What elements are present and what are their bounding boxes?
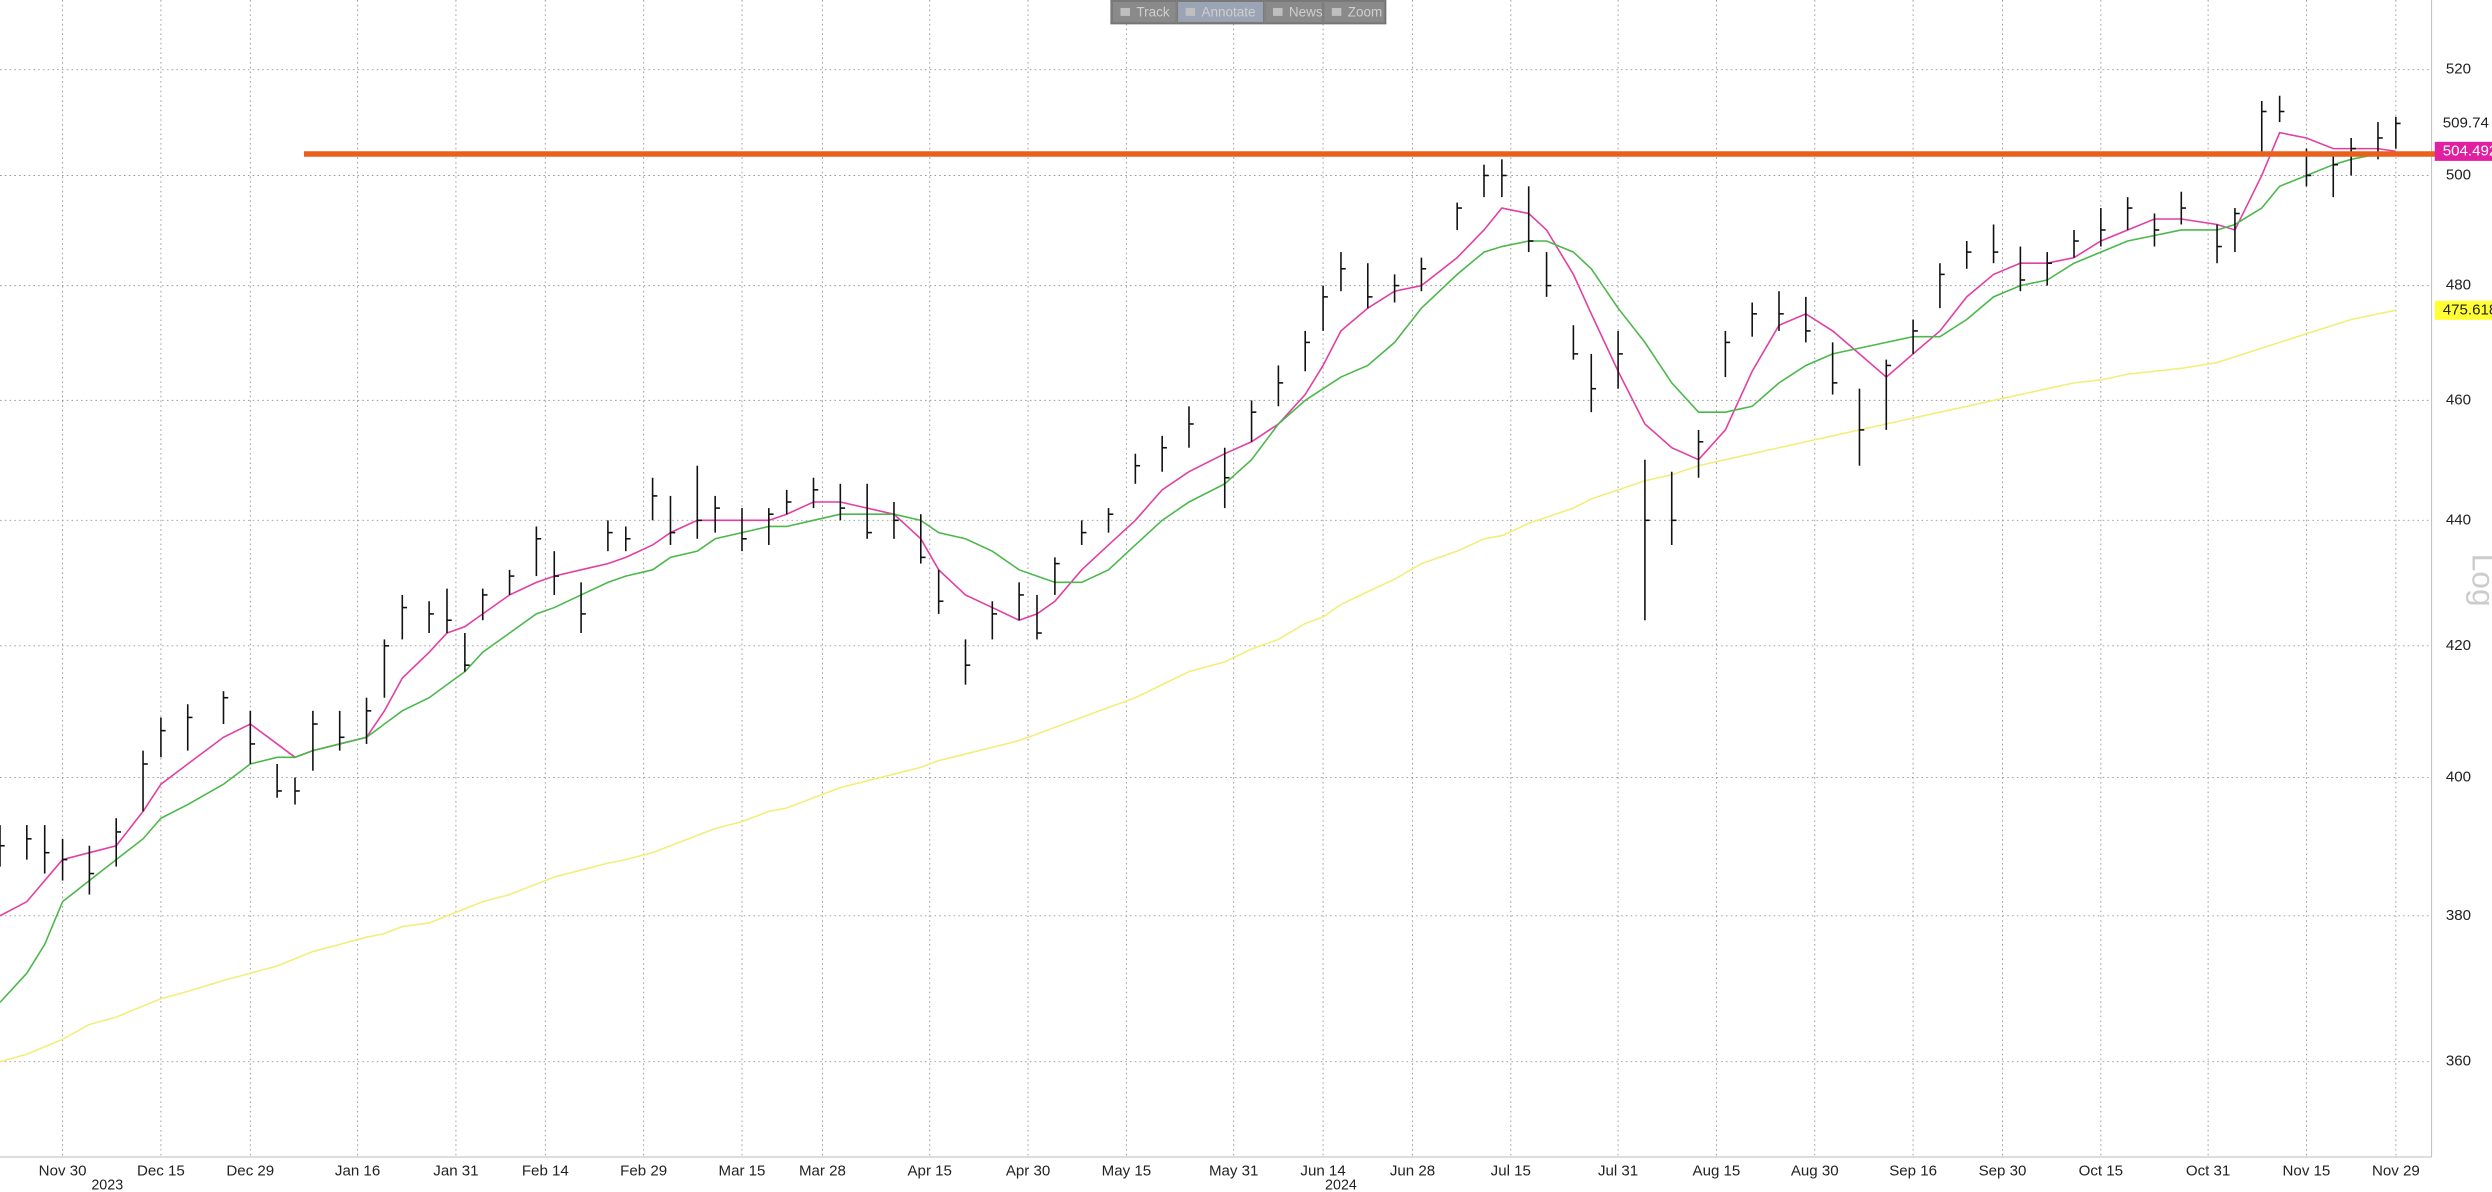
y-tick-label: 400 bbox=[2446, 768, 2471, 785]
x-tick-label: Aug 15 bbox=[1693, 1162, 1741, 1179]
y-tick-label: 380 bbox=[2446, 907, 2471, 924]
price-label: 475.618 bbox=[2443, 301, 2492, 318]
y-tick-label: 520 bbox=[2446, 61, 2471, 78]
x-tick-label: Jul 31 bbox=[1598, 1162, 1638, 1179]
scale-label: Log bbox=[2465, 554, 2492, 607]
x-tick-label: Nov 30 bbox=[39, 1162, 87, 1179]
price-label: 504.492 bbox=[2443, 142, 2492, 159]
y-tick-label: 460 bbox=[2446, 391, 2471, 408]
moving-average-line bbox=[0, 309, 2397, 1063]
x-tick-label: Jun 28 bbox=[1390, 1162, 1435, 1179]
x-tick-label: Oct 15 bbox=[2079, 1162, 2123, 1179]
x-tick-label: Feb 14 bbox=[522, 1162, 569, 1179]
toolbar-button[interactable] bbox=[1177, 1, 1264, 23]
x-tick-label: Oct 31 bbox=[2186, 1162, 2230, 1179]
x-tick-label: Sep 30 bbox=[1979, 1162, 2027, 1179]
x-tick-label: Mar 15 bbox=[719, 1162, 766, 1179]
x-tick-label: May 31 bbox=[1209, 1162, 1258, 1179]
toolbar-button[interactable] bbox=[1264, 1, 1323, 23]
year-label: 2023 bbox=[91, 1177, 123, 1192]
x-tick-label: Aug 30 bbox=[1791, 1162, 1839, 1179]
moving-average-line bbox=[0, 131, 2396, 917]
x-tick-label: Apr 15 bbox=[908, 1162, 952, 1179]
x-tick-label: May 15 bbox=[1102, 1162, 1151, 1179]
price-label-box bbox=[2434, 300, 2492, 320]
x-tick-label: Jan 31 bbox=[433, 1162, 478, 1179]
toolbar-button-label[interactable]: Annotate bbox=[1201, 4, 1255, 19]
toolbar-icon bbox=[1273, 7, 1283, 16]
y-tick-label: 420 bbox=[2446, 637, 2471, 654]
x-tick-label: Nov 15 bbox=[2283, 1162, 2331, 1179]
toolbar: Track Annotate News Zoom bbox=[1110, 0, 1387, 25]
toolbar-icon bbox=[1331, 7, 1342, 16]
toolbar-icon bbox=[1120, 7, 1130, 16]
toolbar-button[interactable] bbox=[1323, 1, 1385, 23]
toolbar-icon bbox=[1185, 7, 1196, 16]
x-tick-label: Jul 15 bbox=[1491, 1162, 1531, 1179]
toolbar-button[interactable] bbox=[1112, 1, 1177, 23]
price-label: 509.74 bbox=[2443, 114, 2489, 131]
y-tick-label: 480 bbox=[2446, 277, 2471, 294]
toolbar-button-label[interactable]: Zoom bbox=[1348, 4, 1383, 19]
y-tick-label: 500 bbox=[2446, 166, 2471, 183]
x-tick-label: Mar 28 bbox=[799, 1162, 846, 1179]
moving-average-line bbox=[0, 153, 2396, 1003]
x-tick-label: Sep 16 bbox=[1889, 1162, 1937, 1179]
toolbar-button-label[interactable]: News bbox=[1289, 4, 1323, 19]
x-tick-label: Apr 30 bbox=[1006, 1162, 1050, 1179]
x-tick-label: Jan 16 bbox=[335, 1162, 380, 1179]
x-tick-label: Jun 14 bbox=[1300, 1162, 1345, 1179]
x-tick-label: Feb 29 bbox=[620, 1162, 667, 1179]
x-tick-label: Dec 29 bbox=[226, 1162, 274, 1179]
toolbar-button-label[interactable]: Track bbox=[1136, 4, 1169, 19]
price-label-box bbox=[2434, 141, 2492, 161]
y-tick-label: 440 bbox=[2446, 511, 2471, 528]
y-tick-label: 360 bbox=[2446, 1053, 2471, 1070]
x-tick-label: Dec 15 bbox=[137, 1162, 185, 1179]
x-tick-label: Nov 29 bbox=[2372, 1162, 2420, 1179]
year-label: 2024 bbox=[1325, 1177, 1357, 1192]
